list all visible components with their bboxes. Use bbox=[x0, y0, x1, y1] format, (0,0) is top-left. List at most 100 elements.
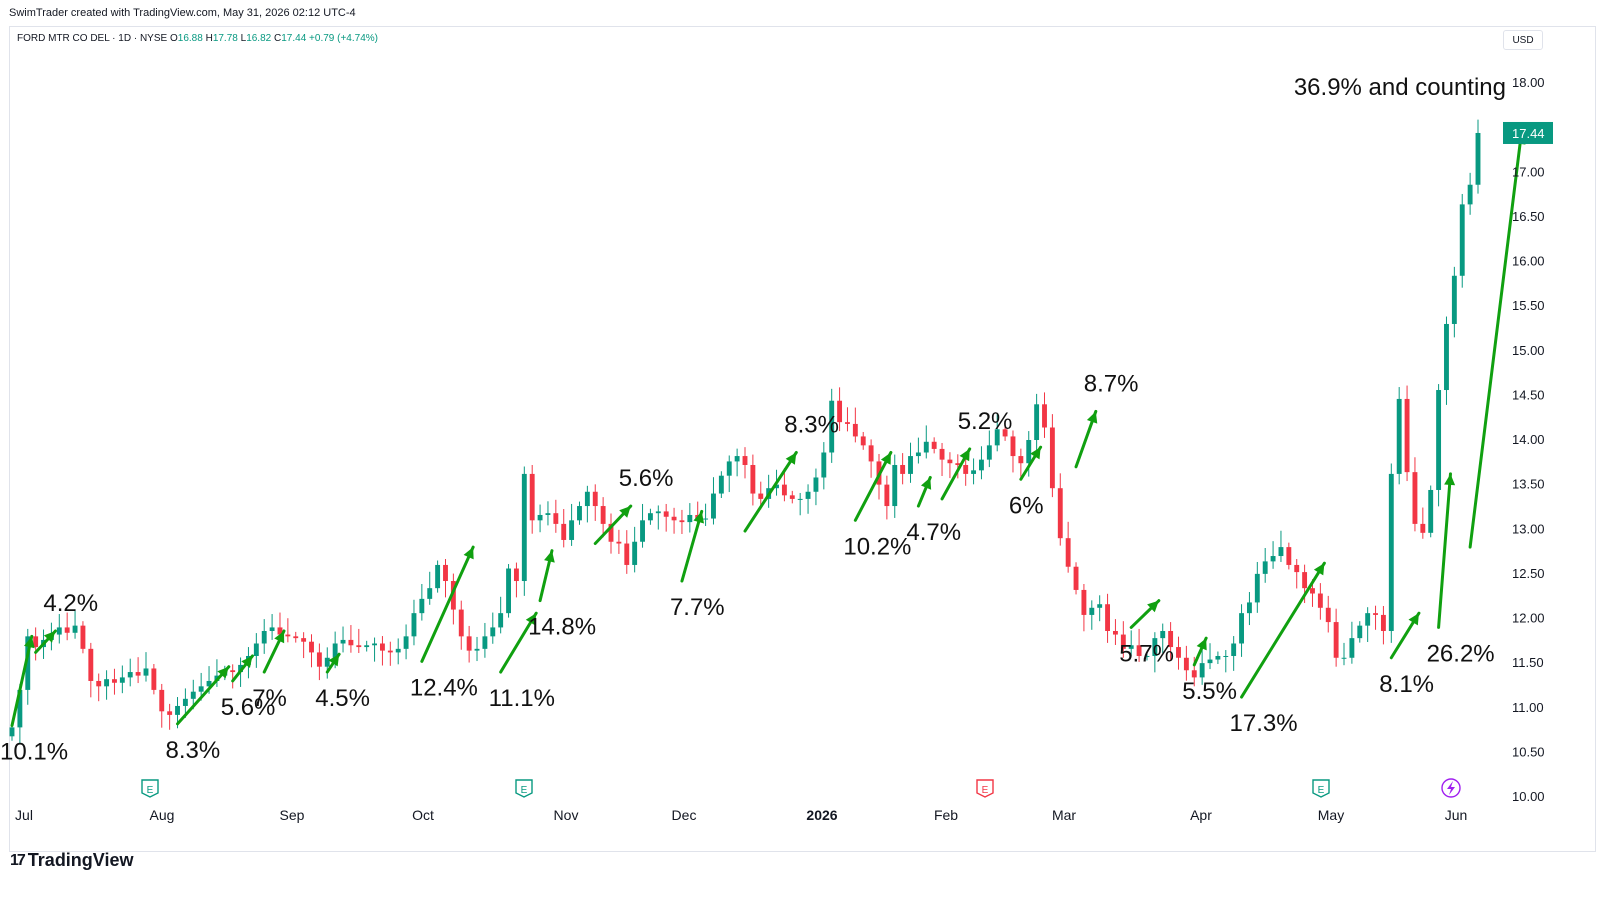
candle-body bbox=[419, 598, 425, 614]
candle bbox=[1034, 393, 1040, 452]
candle bbox=[127, 658, 133, 687]
candle-body bbox=[537, 514, 543, 521]
candle-body bbox=[1246, 602, 1252, 614]
close-label: C bbox=[274, 33, 282, 44]
candle-body bbox=[64, 627, 70, 633]
candles-layer bbox=[9, 119, 1481, 744]
currency-button[interactable]: USD bbox=[1503, 30, 1543, 50]
gain-arrow-line bbox=[176, 665, 231, 726]
candle-body bbox=[1467, 184, 1473, 205]
candle-body bbox=[892, 464, 898, 507]
candle bbox=[963, 454, 969, 486]
candle bbox=[600, 497, 606, 538]
earnings-letter: E bbox=[147, 785, 154, 796]
candle-body bbox=[994, 429, 1000, 446]
candle bbox=[671, 507, 677, 534]
candle bbox=[553, 499, 559, 533]
candle-body bbox=[1152, 638, 1158, 656]
price-tick-label: 15.00 bbox=[1512, 343, 1545, 358]
candle bbox=[1475, 119, 1481, 194]
earnings-badge-shape bbox=[1312, 779, 1330, 798]
candle-body bbox=[387, 650, 393, 653]
candle-body bbox=[1341, 657, 1347, 659]
price-tick-label: 11.00 bbox=[1512, 700, 1544, 715]
candle-body bbox=[285, 634, 291, 637]
candle-body bbox=[640, 520, 645, 542]
candle-body bbox=[1444, 323, 1449, 391]
earnings-letter: E bbox=[521, 785, 528, 796]
candle-body bbox=[545, 513, 551, 515]
candle bbox=[797, 492, 803, 516]
earnings-badge-shape bbox=[976, 779, 994, 798]
candle bbox=[1357, 621, 1363, 643]
candle-body bbox=[443, 564, 448, 582]
candle bbox=[427, 571, 433, 605]
candle bbox=[986, 430, 992, 468]
candle bbox=[104, 670, 110, 700]
candle-body bbox=[482, 636, 488, 649]
candle-body bbox=[348, 639, 354, 646]
candle-body bbox=[624, 543, 630, 565]
candle-body bbox=[301, 638, 307, 642]
candle-body bbox=[884, 484, 890, 507]
price-tick-label: 10.00 bbox=[1512, 789, 1545, 804]
candle bbox=[1270, 541, 1276, 569]
gain-label: 4.2% bbox=[43, 590, 98, 617]
candle bbox=[703, 503, 709, 526]
candle bbox=[632, 526, 638, 573]
candle bbox=[1239, 604, 1244, 657]
gain-arrowhead bbox=[24, 636, 35, 649]
candle bbox=[1097, 595, 1103, 622]
candle-body bbox=[1112, 630, 1118, 635]
gain-arrowhead bbox=[1086, 411, 1098, 424]
gain-arrow: 8.7% bbox=[1074, 370, 1138, 469]
price-tick-label: 12.00 bbox=[1512, 611, 1545, 626]
gain-arrow: 14.8% bbox=[528, 549, 596, 641]
tradingview-logo[interactable]: 17 TradingView bbox=[10, 850, 134, 871]
gain-label: 7.7% bbox=[670, 594, 725, 621]
candle-body bbox=[1215, 655, 1221, 660]
candle-body bbox=[513, 568, 519, 582]
time-tick-label: Apr bbox=[1190, 807, 1212, 823]
candle-body bbox=[939, 448, 945, 460]
candle bbox=[1404, 385, 1410, 482]
gain-label: 5.7% bbox=[1119, 640, 1174, 667]
gain-arrow: 10.2% bbox=[843, 450, 911, 560]
candle bbox=[584, 485, 590, 523]
gain-label: 5.6% bbox=[221, 694, 276, 721]
candle bbox=[939, 442, 945, 476]
candle-body bbox=[112, 679, 117, 683]
candle bbox=[845, 407, 850, 432]
candle bbox=[711, 477, 716, 525]
candle bbox=[979, 446, 984, 480]
candle bbox=[364, 640, 370, 652]
gain-arrow-line bbox=[1468, 131, 1523, 549]
candle-body bbox=[1049, 427, 1055, 489]
gain-arrow: 8.3% bbox=[743, 411, 839, 533]
candle bbox=[1349, 621, 1355, 664]
candle-body bbox=[655, 511, 661, 514]
candle bbox=[1459, 193, 1465, 288]
candle bbox=[1081, 583, 1087, 632]
candle bbox=[813, 468, 819, 506]
candle bbox=[1286, 542, 1292, 570]
candle bbox=[1467, 172, 1473, 215]
earnings-marker-icon: E bbox=[976, 779, 994, 798]
candle-body bbox=[356, 645, 362, 648]
candle-body bbox=[25, 636, 31, 690]
candle bbox=[1136, 628, 1142, 662]
candle bbox=[624, 530, 630, 574]
candle bbox=[1444, 316, 1449, 405]
candle-body bbox=[679, 520, 685, 523]
gain-arrow-line bbox=[743, 450, 798, 533]
candle bbox=[1215, 651, 1221, 665]
gain-label: 8.1% bbox=[1379, 671, 1434, 698]
candle-body bbox=[1286, 547, 1292, 565]
candle bbox=[545, 501, 551, 526]
gain-arrowhead bbox=[880, 452, 891, 465]
candle-body bbox=[458, 609, 464, 637]
gain-arrow-line bbox=[680, 509, 704, 583]
price-tick-label: 18.00 bbox=[1512, 75, 1545, 90]
candle bbox=[718, 471, 724, 499]
